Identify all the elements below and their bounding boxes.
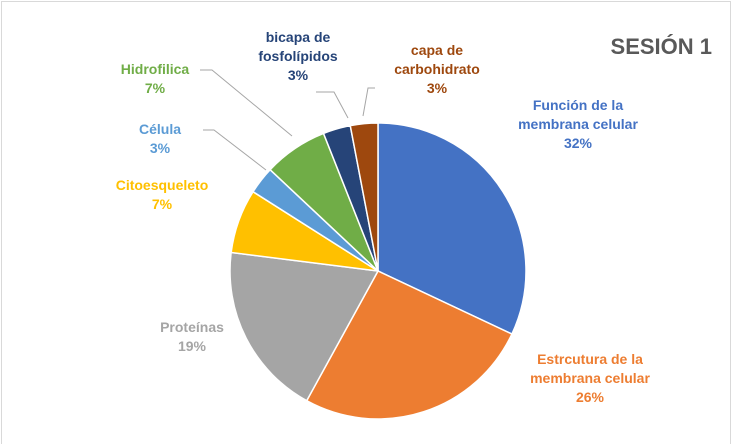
- pie-slice: [377, 122, 527, 336]
- category-label: Proteínas: [160, 319, 224, 335]
- slice-label: capa de carbohidrato 3%: [382, 41, 492, 98]
- leader-line: [316, 91, 349, 119]
- category-label: bicapa de fosfolípidos: [258, 29, 338, 64]
- slice-label: Proteínas 19%: [142, 318, 242, 356]
- category-label: Hidrofilica: [120, 61, 190, 77]
- slice-label: Célula 3%: [120, 120, 200, 158]
- leader-line: [362, 87, 375, 117]
- category-label: capa de carbohidrato: [394, 42, 480, 77]
- value-label: 3%: [426, 80, 448, 96]
- pie-slice: [349, 122, 379, 272]
- category-label: Citoesqueleto: [115, 177, 209, 193]
- slice-label: Función de la membrana celular 32%: [513, 96, 643, 153]
- value-label: 19%: [177, 338, 207, 354]
- value-label: 7%: [151, 196, 173, 212]
- value-label: 3%: [149, 140, 171, 156]
- slice-label: Citoesqueleto 7%: [102, 176, 222, 214]
- leader-line: [200, 69, 293, 137]
- value-label: 3%: [287, 67, 309, 83]
- chart-title: SESIÓN 1: [610, 34, 712, 59]
- slice-label: Estrcutura de la membrana celular 26%: [515, 350, 665, 407]
- category-label: Función de la membrana celular: [518, 97, 638, 132]
- leader-line: [203, 129, 267, 171]
- pie-slice: [229, 251, 380, 402]
- value-label: 26%: [575, 389, 605, 405]
- value-label: 7%: [144, 80, 166, 96]
- value-label: 32%: [563, 135, 593, 151]
- slice-label: bicapa de fosfolípidos 3%: [243, 28, 353, 85]
- category-label: Estrcutura de la membrana celular: [530, 351, 650, 386]
- slice-label: Hidrofilica 7%: [105, 60, 205, 98]
- category-label: Célula: [138, 121, 181, 137]
